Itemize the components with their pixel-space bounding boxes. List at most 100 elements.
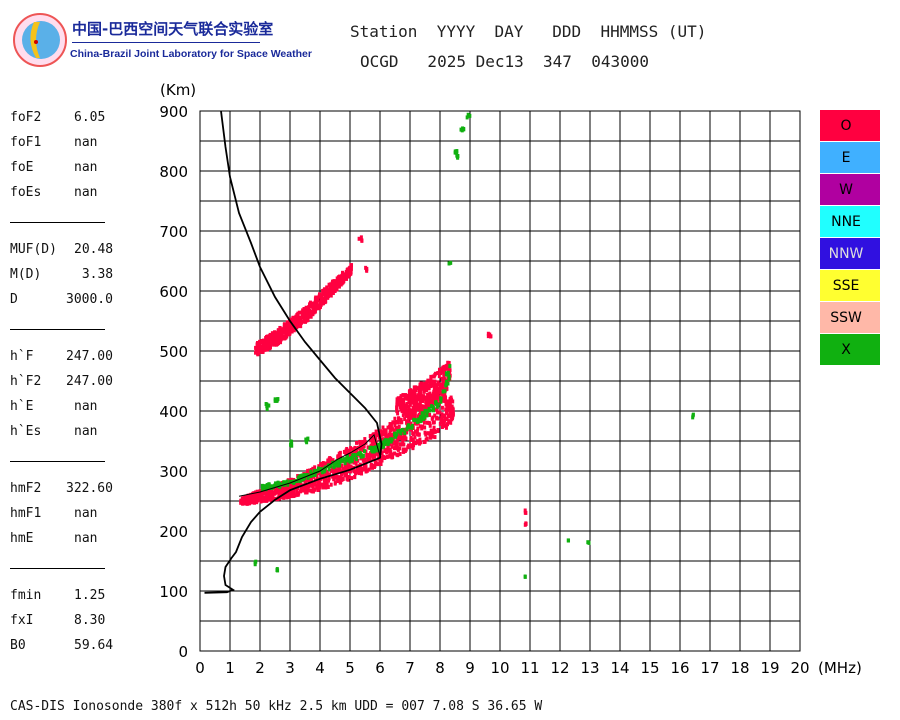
echo-point [327,467,331,472]
echo-point [446,370,450,375]
echo-point [305,437,309,442]
echo-point [274,490,278,495]
echo-point [398,452,402,457]
echo-point [443,414,447,419]
echo-point [421,408,425,413]
echo-point [276,568,280,573]
echo-point [306,475,310,480]
echo-point [399,436,403,441]
echo-point [255,492,259,497]
echo-point [386,445,390,450]
echo-point [310,483,314,488]
echo-point [333,462,337,467]
param-value: 3.38 [74,267,114,282]
echo-point [361,441,365,446]
echo-point [297,476,301,481]
echo-point [359,446,363,451]
echo-point [447,261,451,266]
echo-point [305,316,309,321]
echo-point [425,406,429,411]
echo-point [427,401,431,406]
echo-point [306,314,310,319]
echo-point [250,493,254,498]
echo-point [345,446,349,451]
echo-point [294,323,298,328]
param-label: D [10,292,18,307]
echo-point [391,420,395,425]
echo-point [335,287,339,292]
echo-point [330,289,334,294]
param-label: h`F2 [10,374,42,389]
echo-point [328,464,332,469]
echo-point [432,408,436,413]
param-label: hmF2 [10,481,42,496]
echo-point [260,496,264,501]
echo-point [468,113,472,118]
echo-point [286,331,290,336]
echo-point [329,482,333,487]
param-value: nan [74,185,98,200]
x-tick-label: 2 [255,659,265,677]
echo-point [304,437,308,442]
echo-point [316,303,320,308]
echo-trace-F-upper [395,360,452,416]
echo-point [364,465,368,470]
echo-point [279,492,283,497]
echo-point [448,400,452,405]
echo-point [366,455,370,460]
x-tick-label: 13 [580,659,599,677]
echo-point [428,382,432,387]
echo-point [305,309,309,314]
echo-point [406,424,410,429]
echo-point [360,238,364,243]
echo-point [432,385,436,390]
echo-point [344,471,348,476]
x-axis-label: (MHz) [818,659,862,677]
echo-point [321,474,325,479]
echo-point [251,497,255,502]
legend-swatch-ssw [820,302,880,333]
echo-point [403,395,407,400]
echo-point [290,325,294,330]
echo-point [448,398,452,403]
echo-point [339,282,343,287]
echo-point [392,446,396,451]
echo-point [324,485,328,490]
echo-point [299,489,303,494]
echo-point [285,325,289,330]
echo-point [281,335,285,340]
echo-point [287,495,291,500]
echo-point [270,339,274,344]
echo-point [262,338,266,343]
echo-point [453,149,457,154]
echo-point [331,474,335,479]
echo-point [302,487,306,492]
echo-point [265,407,269,412]
echo-point [272,333,276,338]
echo-point [324,461,328,466]
echo-point [489,334,493,339]
echo-point [263,490,267,495]
echo-point [265,404,269,409]
echo-point [382,429,386,434]
echo-point [267,337,271,342]
legend-swatch-x [820,334,880,365]
param-label: foF2 [10,110,42,125]
echo-point [328,292,332,297]
echo-point [348,449,352,454]
echo-point [279,495,283,500]
x-tick-label: 8 [435,659,445,677]
echo-point [321,300,325,305]
echo-point [426,386,430,391]
param-value: 59.64 [74,638,114,653]
echo-point [266,339,270,344]
echo-point [405,401,409,406]
x-tick-label: 19 [760,659,779,677]
separator [10,568,105,569]
echo-point [318,485,322,490]
echo-point [316,468,320,473]
echo-point [351,450,355,455]
echo-point [442,369,446,374]
echo-point [412,385,416,390]
echo-point [448,404,452,409]
